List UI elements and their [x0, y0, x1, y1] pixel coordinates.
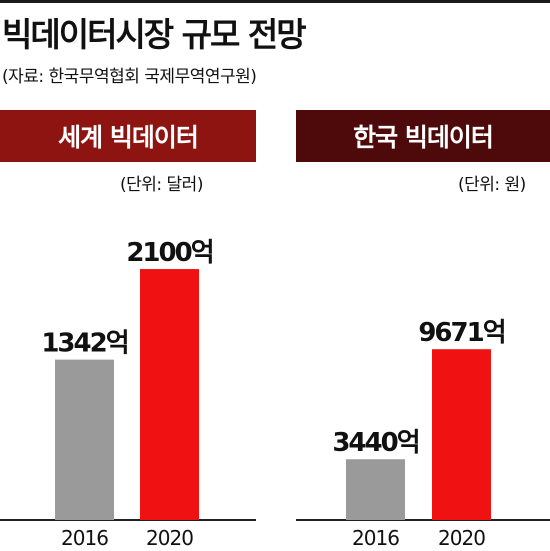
- world-bar-2016: [55, 359, 114, 520]
- world-panel-header: 세계 빅데이터: [0, 110, 256, 162]
- source-note: (자료: 한국무역협회 국제무역연구원): [2, 67, 257, 87]
- world-data-label-2020: 2100억: [126, 238, 212, 268]
- world-tick-label-2020: 2020: [146, 526, 193, 550]
- world-data-label-2016: 1342억: [41, 329, 127, 359]
- world-tick-label-2016: 2016: [61, 526, 108, 550]
- korea-tick-label-2020: 2020: [438, 526, 485, 550]
- top-rule: [0, 0, 550, 3]
- world-unit-label: (단위: 달러): [120, 175, 203, 195]
- chart-title: 빅데이터시장 규모 전망: [2, 15, 307, 54]
- korea-data-label-2020: 9671억: [418, 318, 504, 348]
- korea-unit-label: (단위: 원): [458, 175, 526, 195]
- world-bar-2020: [140, 269, 199, 520]
- korea-tick-label-2016: 2016: [352, 526, 399, 550]
- korea-bar-2016: [346, 459, 405, 520]
- korea-bar-2020: [432, 349, 491, 520]
- korea-panel-header: 한국 빅데이터: [296, 110, 550, 162]
- korea-data-label-2016: 3440억: [332, 428, 418, 458]
